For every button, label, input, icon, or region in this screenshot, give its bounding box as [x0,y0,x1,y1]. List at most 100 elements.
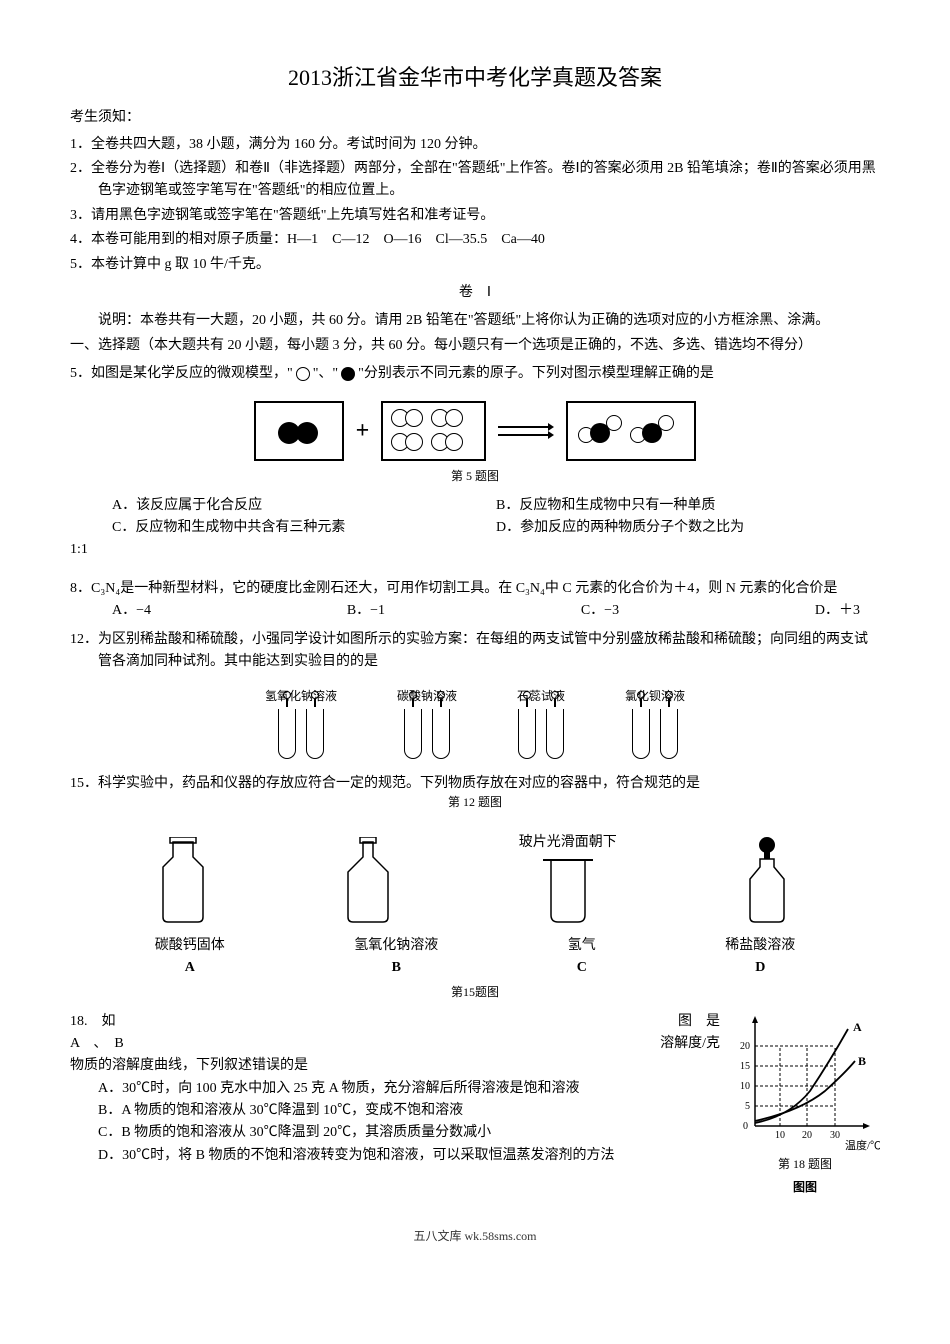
tube-group-A: 氢氧化钠溶液 [265,687,337,758]
svg-text:10: 10 [775,1130,785,1141]
q18-optD: D．30℃时，将 B 物质的不饱和溶液转变为饱和溶液，可以采取恒温蒸发溶剂的方法 [70,1145,720,1167]
tube-label: 氢氧化钠溶液 [265,687,337,706]
q5-stem-post: "分别表示不同元素的原子。下列对图示模型理解正确的是 [358,366,714,381]
test-tube [278,709,296,759]
q5-optC: C．反应物和生成物中共含有三种元素 [112,517,496,539]
page-footer: 五八文库 wk.58sms.com [70,1227,880,1246]
notice-header: 考生须知： [70,107,880,129]
tube-group-D: 氯化钡溶液 [625,687,685,758]
test-tube [546,709,564,759]
container-A [148,837,218,927]
q18-optC: C．B 物质的饱和溶液从 30℃降温到 20℃，其溶质质量分数减小 [70,1122,720,1144]
container-B [333,837,403,927]
q18-caption: 第 18 题图 [730,1155,880,1174]
test-tube [518,709,536,759]
test-tube [632,709,650,759]
svg-text:10: 10 [740,1081,750,1092]
q8-optB: B．−1 [347,600,385,622]
q8-optD: D．＋3 [815,600,860,622]
volume-description: 说明：本卷共有一大题，20 小题，共 60 分。请用 2B 铅笔在"答题纸"上将… [70,310,880,332]
q18-stem-1b: 图 是 [678,1011,720,1033]
q8-optA: A．−4 [112,600,151,622]
q18-stem-1: 18. 如 [70,1011,116,1033]
test-tube [306,709,324,759]
svg-text:15: 15 [740,1061,750,1072]
volume-label: 卷 Ⅰ [70,282,880,304]
q18-optA: A．30℃时，向 100 克水中加入 25 克 A 物质，充分溶解后所得溶液是饱… [70,1078,720,1100]
arrow-icon [498,423,554,439]
q5-stem-pre: 5．如图是某化学反应的微观模型，" [70,366,293,381]
dropper-bottle-icon [732,837,802,927]
gas-jar-icon [533,855,603,927]
solubility-chart: 0 5 10 15 20 10 20 30 A B 温度/℃ 第 18 题图 图… [730,1011,880,1197]
narrow-mouth-bottle-icon [333,837,403,927]
q18-stem-2: A 、 B [70,1033,124,1055]
svg-text:A: A [853,1020,862,1034]
q12-caption: 第 12 题图 [70,793,880,812]
q18-stem-2b: 溶解度/克 [660,1033,720,1055]
container-label: 氢气 [568,935,596,957]
test-tube [432,709,450,759]
container-letter: A [155,957,225,979]
glass-note: 玻片光滑面朝下 [519,832,617,854]
reactant-box-1 [254,401,344,461]
q15-caption: 第15题图 [70,983,880,1002]
q5-optB: B．反应物和生成物中只有一种单质 [496,495,880,517]
product-box [566,401,696,461]
container-letter: D [725,957,795,979]
q8-optC: C．−3 [581,600,619,622]
notice-item: 4．本卷可能用到的相对原子质量：H—1 C—12 O—16 Cl—35.5 Ca… [70,229,880,251]
reaction-diagram: + [70,401,880,461]
svg-text:30: 30 [830,1130,840,1141]
q5-stem-mid: "、" [313,366,338,381]
container-row: 玻片光滑面朝下 [70,832,880,926]
notice-item: 2．全卷分为卷Ⅰ（选择题）和卷Ⅱ（非选择题）两部分，全部在"答题纸"上作答。卷Ⅰ… [70,158,880,203]
q5-ratio-tail: 1:1 [70,539,880,561]
q8-stem: 8．C₃N₄是一种新型材料，它的硬度比金刚石还大，可用作切割工具。在 C₃N₄中… [70,578,880,600]
chart-origin: 0 [743,1121,748,1132]
q5-optA: A．该反应属于化合反应 [112,495,496,517]
tube-set: 氢氧化钠溶液 碳酸钠溶液 石蕊试液 氯化钡溶液 [70,687,880,758]
test-tube [660,709,678,759]
q5-options-row1: A．该反应属于化合反应 B．反应物和生成物中只有一种单质 [70,495,880,517]
container-D [732,837,802,927]
tube-group-B: 碳酸钠溶液 [397,687,457,758]
container-label: 碳酸钙固体 [155,935,225,957]
q18-wrapper: 18. 如 图 是 A 、 B 溶解度/克 物质的溶解度曲线，下列叙述错误的是 … [70,1011,880,1197]
section-heading: 一、选择题（本大题共有 20 小题，每小题 3 分，共 60 分。每小题只有一个… [70,335,880,357]
tube-label: 碳酸钠溶液 [397,687,457,706]
container-letter: B [354,957,438,979]
q12-stem: 12．为区别稀盐酸和稀硫酸，小强同学设计如图所示的实验方案：在每组的两支试管中分… [70,629,880,674]
tube-group-C: 石蕊试液 [517,687,565,758]
solid-atom-icon [341,367,355,381]
q18-caption2: 图图 [730,1178,880,1197]
container-label: 氢氧化钠溶液 [354,935,438,957]
q18-optB: B．A 物质的饱和溶液从 30℃降温到 10℃，变成不饱和溶液 [70,1100,720,1122]
test-tube [404,709,422,759]
container-label: 稀盐酸溶液 [725,935,795,957]
plus-icon: + [356,412,370,450]
q8-options: A．−4 B．−1 C．−3 D．＋3 [70,600,880,622]
page-title: 2013浙江省金华市中考化学真题及答案 [70,60,880,95]
notice-item: 1．全卷共四大题，38 小题，满分为 160 分。考试时间为 120 分钟。 [70,134,880,156]
svg-text:B: B [858,1054,866,1068]
svg-text:温度/℃: 温度/℃ [845,1138,880,1151]
notice-item: 3．请用黑色字迹钢笔或签字笔在"答题纸"上先填写姓名和准考证号。 [70,205,880,227]
container-letter: C [568,957,596,979]
q5-caption: 第 5 题图 [70,467,880,486]
container-C: 玻片光滑面朝下 [519,832,617,926]
q5-optD: D．参加反应的两种物质分子个数之比为 [496,517,880,539]
reactant-box-2 [381,401,486,461]
svg-text:5: 5 [745,1101,750,1112]
svg-text:20: 20 [802,1130,812,1141]
open-atom-icon [296,367,310,381]
q15-stem-text: 15．科学实验中，药品和仪器的存放应符合一定的规范。下列物质存放在对应的容器中，… [70,776,700,791]
svg-text:20: 20 [740,1041,750,1052]
q5-stem: 5．如图是某化学反应的微观模型，" "、" "分别表示不同元素的原子。下列对图示模型… [70,363,880,385]
q15-stem: 15．科学实验中，药品和仪器的存放应符合一定的规范。下列物质存放在对应的容器中，… [70,773,880,795]
q5-options-row2: C．反应物和生成物中共含有三种元素 D．参加反应的两种物质分子个数之比为 [70,517,880,539]
q18-stem-3: 物质的溶解度曲线，下列叙述错误的是 [70,1055,720,1077]
notice-item: 5．本卷计算中 g 取 10 牛/千克。 [70,254,880,276]
wide-mouth-bottle-icon [148,837,218,927]
tube-label: 氯化钡溶液 [625,687,685,706]
